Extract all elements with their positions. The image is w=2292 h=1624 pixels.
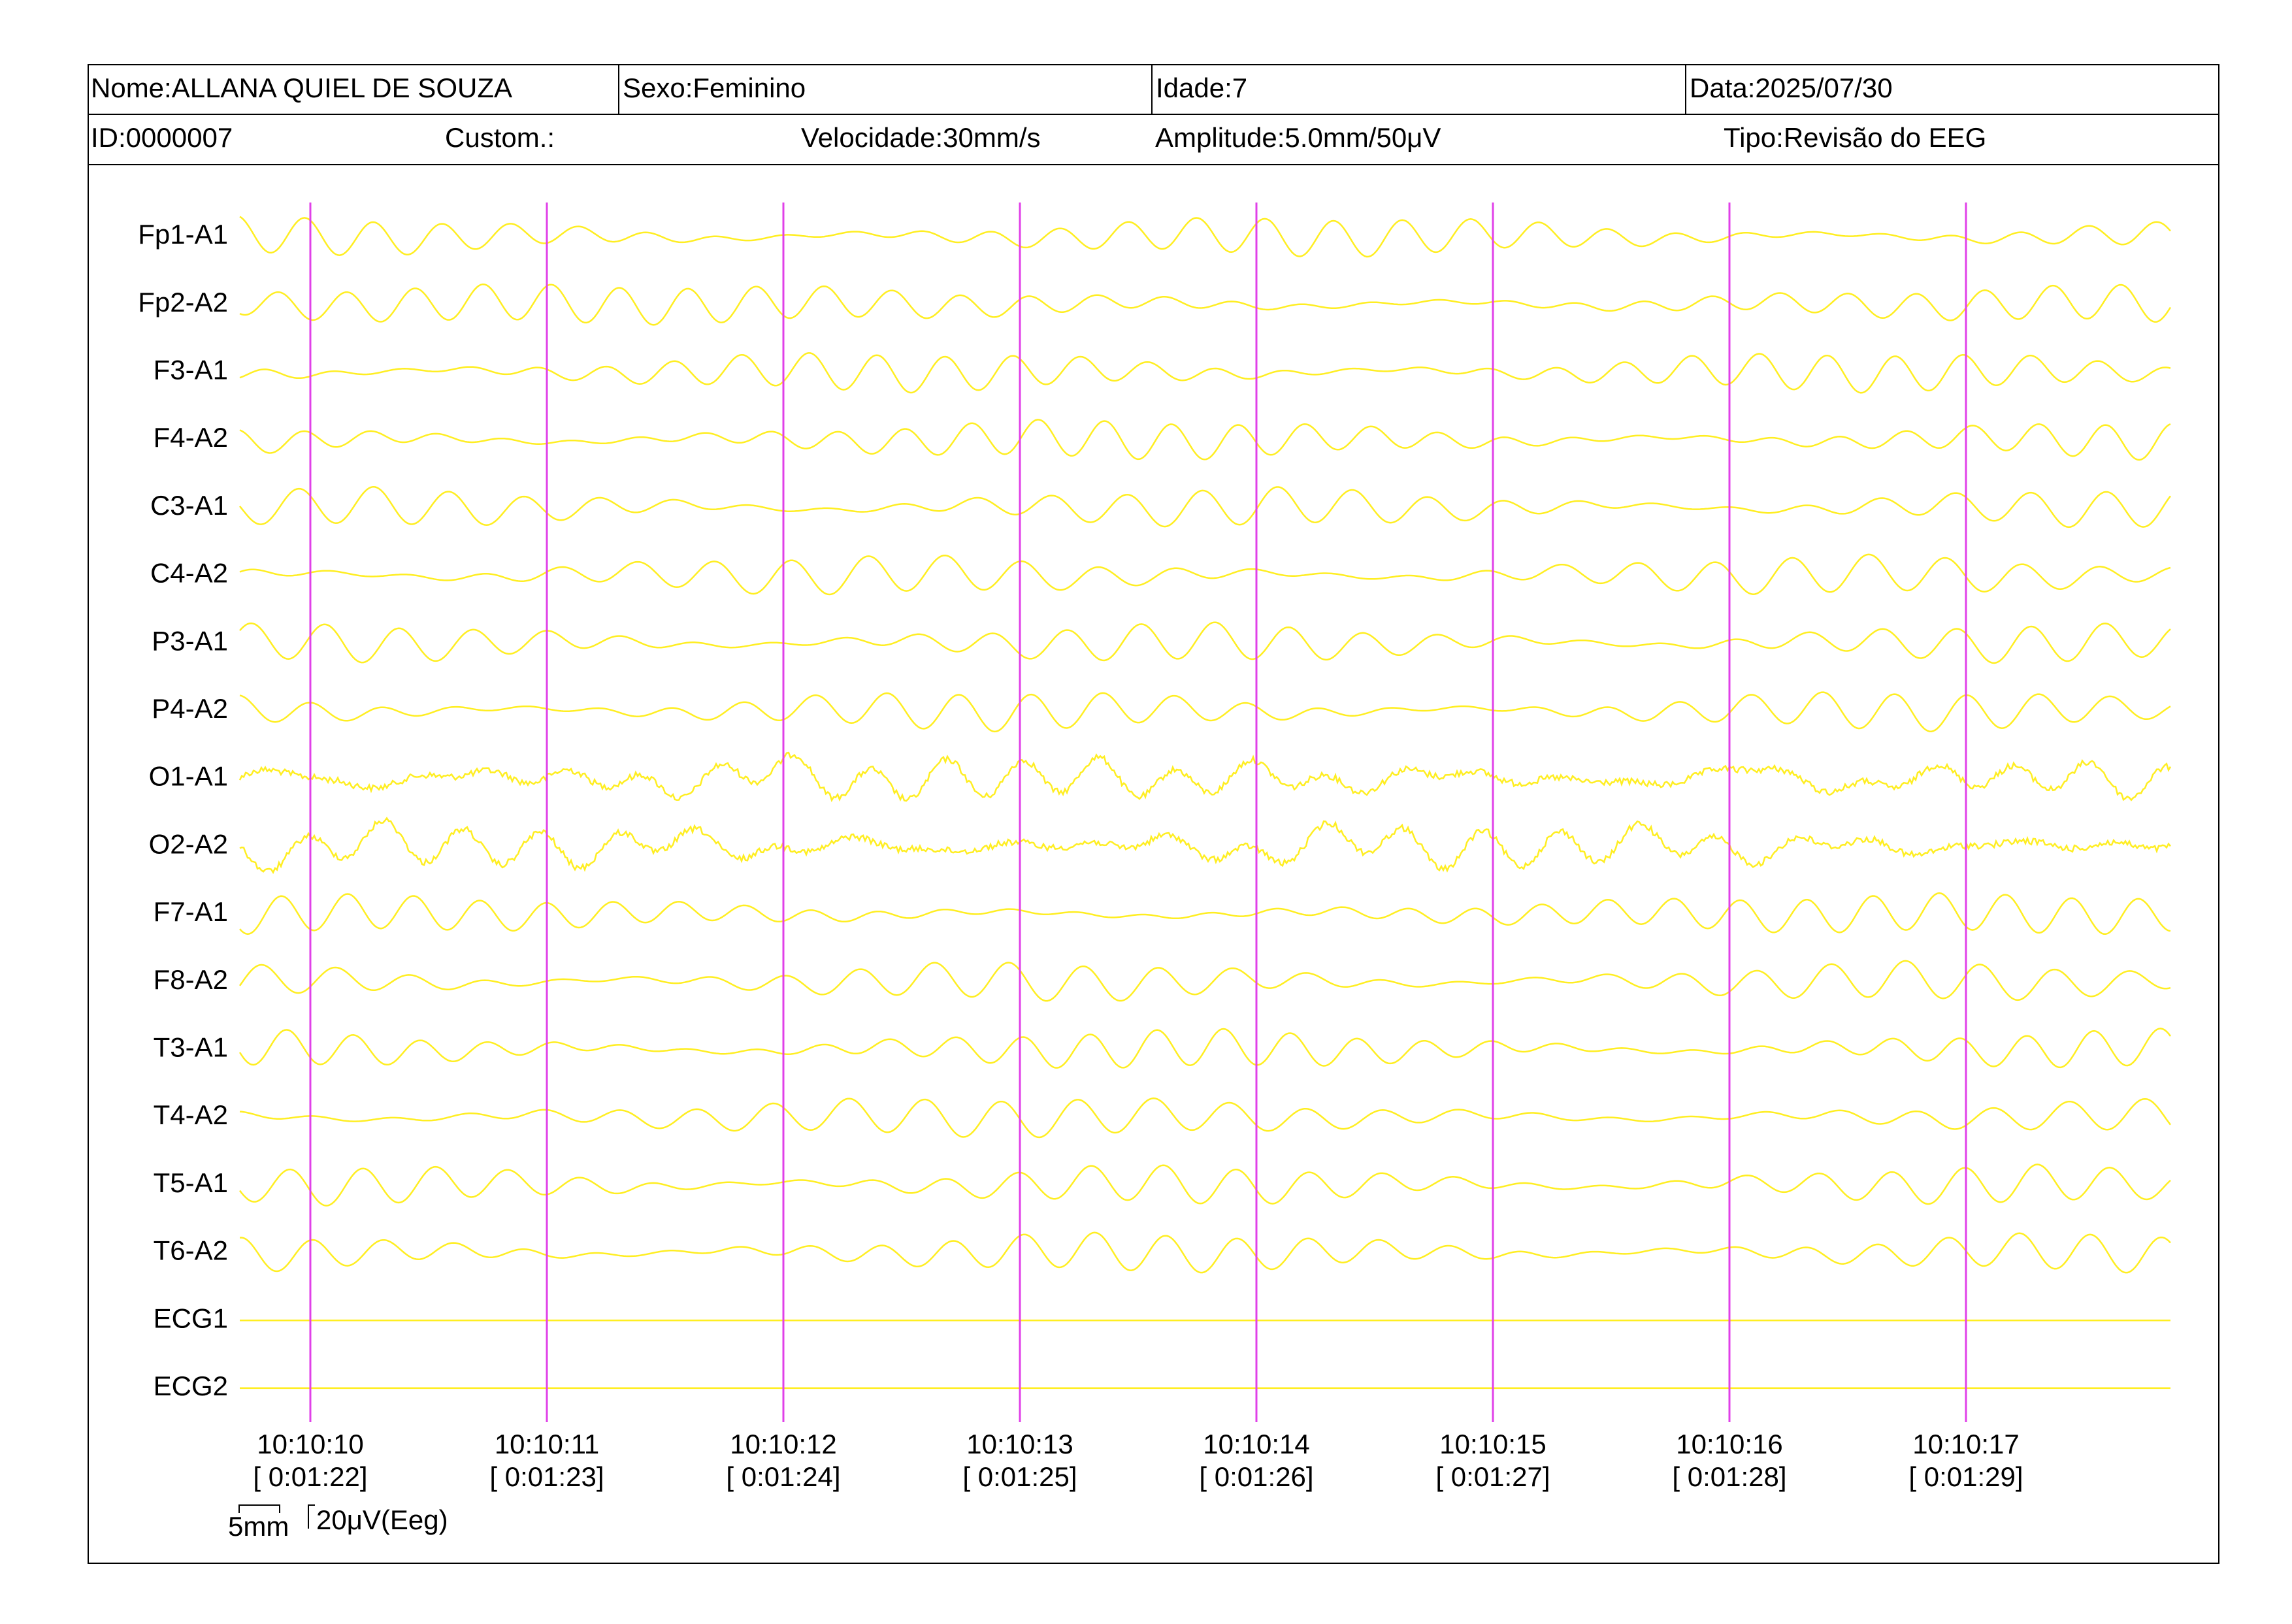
traces xyxy=(238,216,2172,1389)
channel-label: P4-A2 xyxy=(152,693,228,724)
elapsed-label: [ 0:01:26] xyxy=(1199,1461,1313,1492)
trace xyxy=(239,892,2171,935)
channel-label: F4-A2 xyxy=(154,422,228,453)
amplitude-scale-label: 20μV(Eeg) xyxy=(316,1504,448,1535)
patient-id: ID:0000007 xyxy=(91,122,233,153)
trace xyxy=(239,817,2171,874)
trace xyxy=(239,691,2171,733)
channel-label: T5-A1 xyxy=(154,1167,228,1198)
elapsed-label: [ 0:01:27] xyxy=(1435,1461,1550,1492)
patient-age: Idade:7 xyxy=(1156,73,1247,103)
channel-label: T6-A2 xyxy=(154,1235,228,1266)
elapsed-label: [ 0:01:28] xyxy=(1672,1461,1786,1492)
elapsed-label: [ 0:01:29] xyxy=(1908,1461,2023,1492)
trace xyxy=(239,419,2171,461)
time-label: 10:10:13 xyxy=(966,1429,1073,1459)
time-scale-bracket xyxy=(238,1504,280,1513)
channel-label: F7-A1 xyxy=(154,896,228,927)
exam-type: Tipo:Revisão do EEG xyxy=(1724,122,1986,153)
time-scale-label: 5mm xyxy=(228,1511,289,1542)
amplitude: Amplitude:5.0mm/50μV xyxy=(1155,122,1441,153)
patient-name: Nome:ALLANA QUIEL DE SOUZA xyxy=(91,73,512,103)
elapsed-label: [ 0:01:25] xyxy=(962,1461,1077,1492)
trace xyxy=(239,485,2171,528)
elapsed-label: [ 0:01:24] xyxy=(726,1461,840,1492)
trace xyxy=(238,960,2171,1002)
trace xyxy=(239,216,2171,258)
time-label: 10:10:11 xyxy=(495,1429,599,1459)
channel-label: ECG1 xyxy=(154,1303,228,1333)
time-label: 10:10:17 xyxy=(1912,1429,2020,1459)
trace xyxy=(238,1028,2171,1069)
custom-field: Custom.: xyxy=(445,122,555,153)
channel-label: O1-A1 xyxy=(149,761,228,792)
exam-date: Data:2025/07/30 xyxy=(1690,73,1893,103)
amplitude-scale-bracket xyxy=(308,1504,315,1529)
channel-label: Fp2-A2 xyxy=(138,287,228,317)
time-label: 10:10:15 xyxy=(1439,1429,1547,1459)
channel-label: F8-A2 xyxy=(154,964,228,995)
channel-label: Fp1-A1 xyxy=(138,219,228,250)
channel-label: ECG2 xyxy=(154,1371,228,1401)
trace xyxy=(239,352,2171,394)
channel-label: C4-A2 xyxy=(150,558,228,589)
patient-sex: Sexo:Feminino xyxy=(623,73,806,103)
channel-label: T4-A2 xyxy=(154,1099,228,1130)
time-label: 10:10:12 xyxy=(730,1429,837,1459)
channel-label: T3-A1 xyxy=(154,1031,228,1062)
elapsed-label: [ 0:01:22] xyxy=(253,1461,367,1492)
trace xyxy=(239,283,2172,326)
speed: Velocidade:30mm/s xyxy=(801,122,1041,153)
page-border xyxy=(88,64,2219,1564)
channel-label: P3-A1 xyxy=(152,625,228,656)
trace xyxy=(239,553,2171,596)
elapsed-label: [ 0:01:23] xyxy=(489,1461,604,1492)
channel-label: F3-A1 xyxy=(154,354,228,385)
channel-label: C3-A1 xyxy=(150,490,228,521)
trace xyxy=(238,751,2172,803)
trace xyxy=(239,1231,2171,1274)
trace xyxy=(239,1163,2171,1207)
time-label: 10:10:16 xyxy=(1676,1429,1783,1459)
trace xyxy=(239,1097,2171,1139)
trace xyxy=(239,621,2171,664)
time-label: 10:10:10 xyxy=(257,1429,364,1459)
time-label: 10:10:14 xyxy=(1203,1429,1310,1459)
channel-label: O2-A2 xyxy=(149,828,228,859)
